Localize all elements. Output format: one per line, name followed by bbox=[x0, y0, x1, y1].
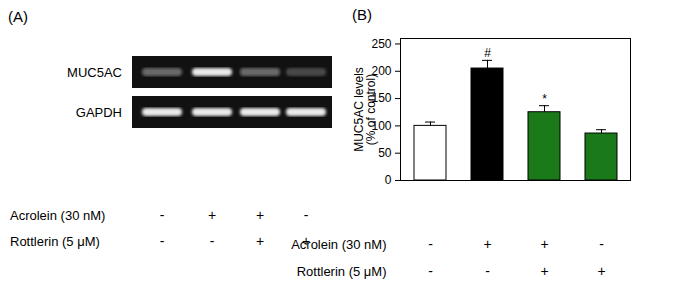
svg-text:-: - bbox=[485, 263, 490, 279]
svg-text:-: - bbox=[160, 207, 165, 223]
svg-text:100: 100 bbox=[371, 118, 392, 133]
svg-text:Rottlerin (5 μM): Rottlerin (5 μM) bbox=[297, 264, 387, 279]
svg-text:#: # bbox=[484, 46, 491, 60]
svg-text:-: - bbox=[428, 236, 433, 252]
svg-text:150: 150 bbox=[371, 91, 392, 106]
svg-text:+: + bbox=[540, 236, 548, 252]
html-text:(B): (B) bbox=[352, 6, 372, 23]
svg-text:+: + bbox=[302, 233, 310, 249]
svg-text:Rottlerin (5 μM): Rottlerin (5 μM) bbox=[10, 234, 100, 249]
svg-text:-: - bbox=[210, 233, 215, 249]
svg-text:250: 250 bbox=[371, 37, 391, 51]
svg-text:+: + bbox=[256, 233, 264, 249]
svg-text:-: - bbox=[599, 236, 604, 252]
svg-text:GAPDH: GAPDH bbox=[76, 105, 122, 120]
svg-text:MUC5AC: MUC5AC bbox=[67, 65, 122, 80]
svg-text:Acrolein (30 nM): Acrolein (30 nM) bbox=[10, 208, 105, 223]
svg-text:+: + bbox=[597, 263, 605, 279]
svg-text:+: + bbox=[256, 207, 264, 223]
svg-text:Acrolein (30 nM): Acrolein (30 nM) bbox=[291, 237, 386, 252]
svg-text:+: + bbox=[540, 263, 548, 279]
svg-text:-: - bbox=[428, 263, 433, 279]
svg-text:MUC5AC levels(% of control): MUC5AC levels(% of control) bbox=[352, 67, 378, 152]
svg-text:200: 200 bbox=[371, 64, 392, 79]
svg-text:-: - bbox=[160, 233, 165, 249]
svg-text:50: 50 bbox=[378, 146, 392, 160]
svg-text:*: * bbox=[542, 92, 547, 106]
svg-text:+: + bbox=[208, 207, 216, 223]
svg-text:0: 0 bbox=[385, 173, 392, 187]
svg-text:(A): (A) bbox=[8, 8, 28, 25]
svg-text:+: + bbox=[483, 236, 491, 252]
svg-text:-: - bbox=[304, 207, 309, 223]
